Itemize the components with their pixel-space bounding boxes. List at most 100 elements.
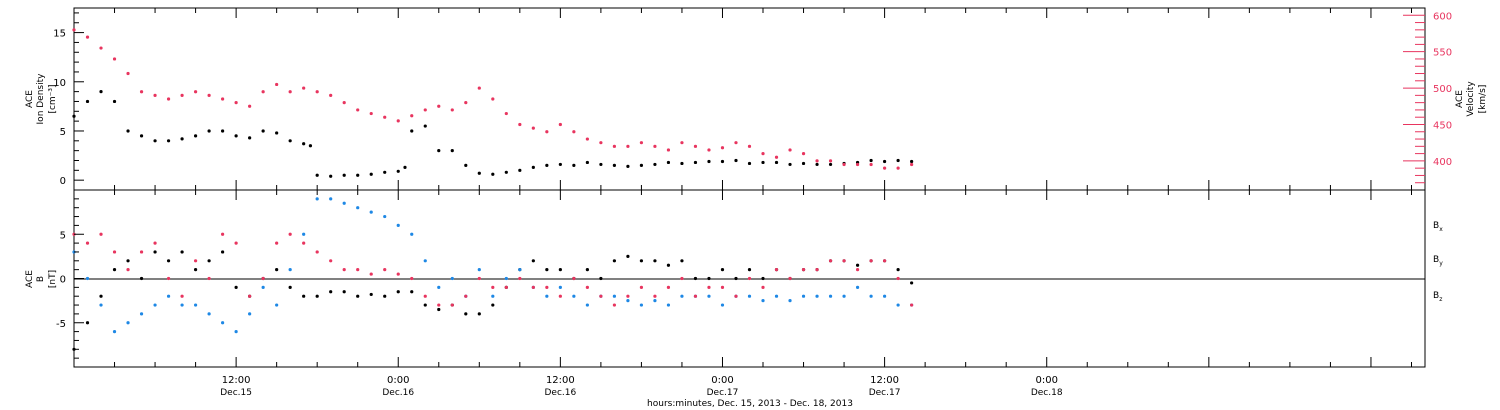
top-series1-point bbox=[707, 148, 711, 152]
b-series-by-point bbox=[572, 294, 576, 298]
b-series-by-point bbox=[153, 303, 157, 307]
b-series-by-point bbox=[356, 206, 360, 210]
top-series1-point bbox=[747, 144, 752, 148]
top-series0-point bbox=[599, 162, 603, 167]
top-series0-point bbox=[585, 160, 589, 165]
b-series-bz-point bbox=[545, 285, 549, 289]
b-series-bx-point bbox=[221, 250, 225, 254]
b-series-by-point bbox=[491, 294, 495, 298]
top-series1-point bbox=[626, 144, 630, 148]
b-series-bx-point bbox=[639, 259, 644, 263]
top-series1-point bbox=[883, 166, 887, 170]
b-series-by-point bbox=[193, 303, 198, 307]
b-series-bx-point bbox=[464, 312, 468, 316]
top-series1-point bbox=[342, 101, 346, 105]
b-series-bz-point bbox=[747, 276, 752, 281]
b-series-by-point bbox=[626, 299, 630, 303]
top-series0-point bbox=[653, 162, 657, 167]
b-series-by-point bbox=[761, 299, 765, 303]
b-series-bx-point bbox=[666, 263, 671, 267]
b-series-by-point bbox=[666, 303, 671, 307]
b-series-bz-point bbox=[126, 268, 130, 272]
top-series1-point bbox=[558, 122, 562, 127]
b-series-bz-point bbox=[855, 268, 860, 272]
top-series1-point bbox=[302, 86, 306, 90]
b-series-bz-point bbox=[153, 241, 157, 245]
top-series0-point bbox=[545, 163, 549, 168]
b-series-bz-point bbox=[288, 232, 292, 236]
top-series0-point bbox=[383, 170, 387, 174]
top-series0-point bbox=[869, 158, 873, 163]
top-series0-point bbox=[308, 144, 313, 148]
top-series0-point bbox=[112, 99, 117, 104]
b-series-bz-point bbox=[410, 276, 414, 281]
b-series-by-point bbox=[450, 276, 454, 281]
b-series-bz-point bbox=[139, 250, 144, 254]
b-series-by-point bbox=[855, 285, 860, 289]
b-series-bz-point bbox=[896, 276, 900, 281]
b-series-bx-point bbox=[275, 268, 279, 272]
top-left-tick-label: 10 bbox=[53, 78, 66, 89]
top-series1-point bbox=[896, 166, 900, 170]
b-series-bx-point bbox=[585, 268, 589, 272]
bottom-tick-label: 5 bbox=[60, 230, 66, 241]
top-series0-point bbox=[403, 165, 407, 169]
top-series1-point bbox=[599, 141, 603, 145]
b-series-bz-point bbox=[666, 285, 671, 289]
top-series0-point bbox=[828, 162, 833, 167]
b-series-by-point bbox=[747, 294, 752, 298]
top-series1-point bbox=[842, 162, 846, 167]
b-series-bz-point bbox=[112, 250, 117, 254]
b-series-by-point bbox=[275, 303, 279, 307]
b-series-bz-point bbox=[680, 276, 684, 281]
top-right-ylabel-line2: Velocity bbox=[1466, 81, 1476, 117]
b-series-by-point bbox=[585, 303, 589, 307]
b-series-by-point bbox=[329, 197, 333, 201]
b-series-bz-point bbox=[315, 250, 319, 254]
b-series-bz-point bbox=[828, 259, 833, 263]
b-series-by-point bbox=[126, 321, 130, 325]
top-left-ylabel: ACE Ion Density [cm⁻³] bbox=[25, 73, 58, 125]
top-series1-point bbox=[815, 159, 819, 163]
x-tick-label-date: Dec.16 bbox=[382, 388, 414, 398]
top-series0-point bbox=[288, 139, 292, 143]
b-series-bx-point bbox=[166, 259, 171, 263]
b-series-bz-point bbox=[707, 285, 711, 289]
top-series0-point bbox=[221, 129, 225, 133]
top-series1-point bbox=[477, 86, 481, 90]
top-series0-point bbox=[275, 131, 279, 135]
b-series-bx-point bbox=[302, 294, 306, 298]
b-series-bz-point bbox=[531, 285, 535, 289]
top-series1-point bbox=[774, 155, 779, 159]
top-ylabel-line2: Ion Density bbox=[36, 73, 46, 125]
top-series0-point bbox=[801, 161, 806, 166]
top-series1-point bbox=[450, 108, 454, 112]
top-series0-point bbox=[666, 160, 671, 165]
b-series-bz-point bbox=[801, 268, 806, 272]
top-series0-point bbox=[437, 149, 441, 153]
x-tick-label-date: Dec.15 bbox=[220, 388, 252, 398]
top-series1-point bbox=[680, 141, 684, 145]
top-series0-point bbox=[761, 160, 765, 165]
b-series-bz-point bbox=[383, 268, 387, 272]
top-right-tick-label: 500 bbox=[1433, 84, 1452, 95]
b-series-bz-point bbox=[653, 294, 657, 298]
b-series-bz-point bbox=[910, 303, 914, 307]
b-series-bx-point bbox=[396, 290, 400, 294]
top-series1-point bbox=[653, 144, 657, 148]
b-series-bz-point bbox=[261, 276, 265, 281]
top-series0-point bbox=[531, 165, 535, 169]
b-series-bx-point bbox=[693, 276, 698, 281]
top-series0-point bbox=[234, 134, 238, 138]
top-series0-point bbox=[342, 173, 346, 177]
top-series1-point bbox=[85, 35, 90, 39]
top-series0-point bbox=[248, 136, 252, 140]
b-series-bx-point bbox=[477, 312, 481, 316]
b-series-bz-point bbox=[518, 276, 522, 281]
b-series-bx-point bbox=[315, 294, 319, 298]
bottom-tick-label: 0 bbox=[60, 275, 66, 286]
b-series-bx-point bbox=[356, 294, 360, 298]
top-series1-point bbox=[396, 119, 400, 123]
top-ylabel-line3: [cm⁻³] bbox=[48, 84, 58, 113]
b-series-bx-point bbox=[288, 285, 292, 289]
